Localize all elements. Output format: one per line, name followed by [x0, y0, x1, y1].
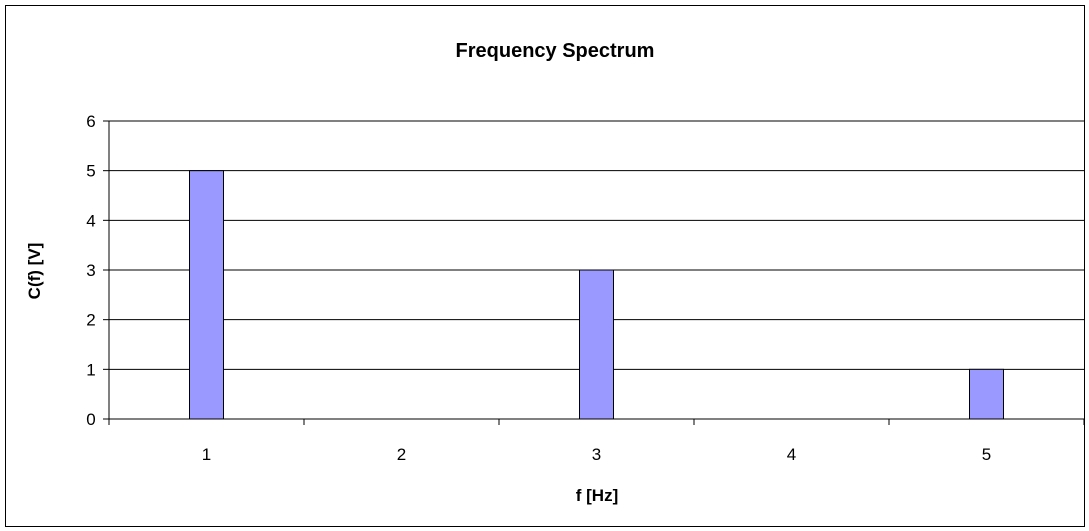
y-tick-label: 4	[86, 211, 95, 230]
y-tick-label: 5	[86, 162, 95, 181]
y-axis-title: C(f) [V]	[25, 243, 44, 300]
x-tick-label: 5	[982, 445, 991, 464]
chart-title: Frequency Spectrum	[456, 40, 655, 62]
bar-3	[579, 269, 614, 420]
x-tick-labels: 1 2 3 4 5	[202, 445, 991, 464]
y-tick-label: 6	[86, 112, 95, 131]
x-tick-label: 4	[787, 445, 796, 464]
y-tick-label: 2	[86, 311, 95, 330]
chart-frame	[5, 5, 1085, 527]
x-tick-label: 1	[202, 445, 211, 464]
bar-1	[189, 170, 224, 420]
axes	[103, 120, 1085, 425]
bar-5	[969, 368, 1004, 420]
y-tick-label: 1	[86, 360, 95, 379]
y-tick-label: 0	[86, 410, 95, 429]
x-axis-title: f [Hz]	[576, 486, 618, 505]
y-tick-label: 3	[86, 261, 95, 280]
bars	[189, 170, 1004, 420]
y-tick-labels: 0 1 2 3 4 5 6	[86, 112, 95, 429]
x-tick-label: 3	[592, 445, 601, 464]
x-tick-label: 2	[397, 445, 406, 464]
gridlines	[109, 120, 1084, 370]
